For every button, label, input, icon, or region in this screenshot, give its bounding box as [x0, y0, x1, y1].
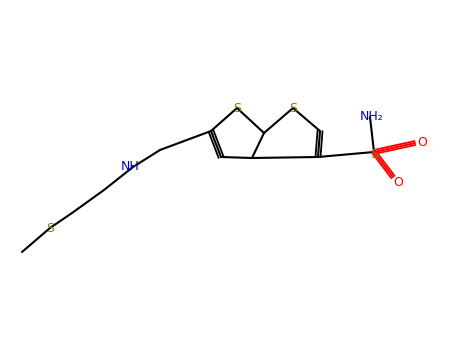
Text: O: O — [417, 136, 427, 149]
Text: NH: NH — [121, 161, 139, 174]
Text: S: S — [46, 222, 54, 235]
Text: S: S — [370, 147, 378, 161]
Text: NH₂: NH₂ — [360, 111, 384, 124]
Text: S: S — [233, 102, 241, 114]
Text: S: S — [289, 102, 297, 114]
Text: O: O — [393, 176, 403, 189]
